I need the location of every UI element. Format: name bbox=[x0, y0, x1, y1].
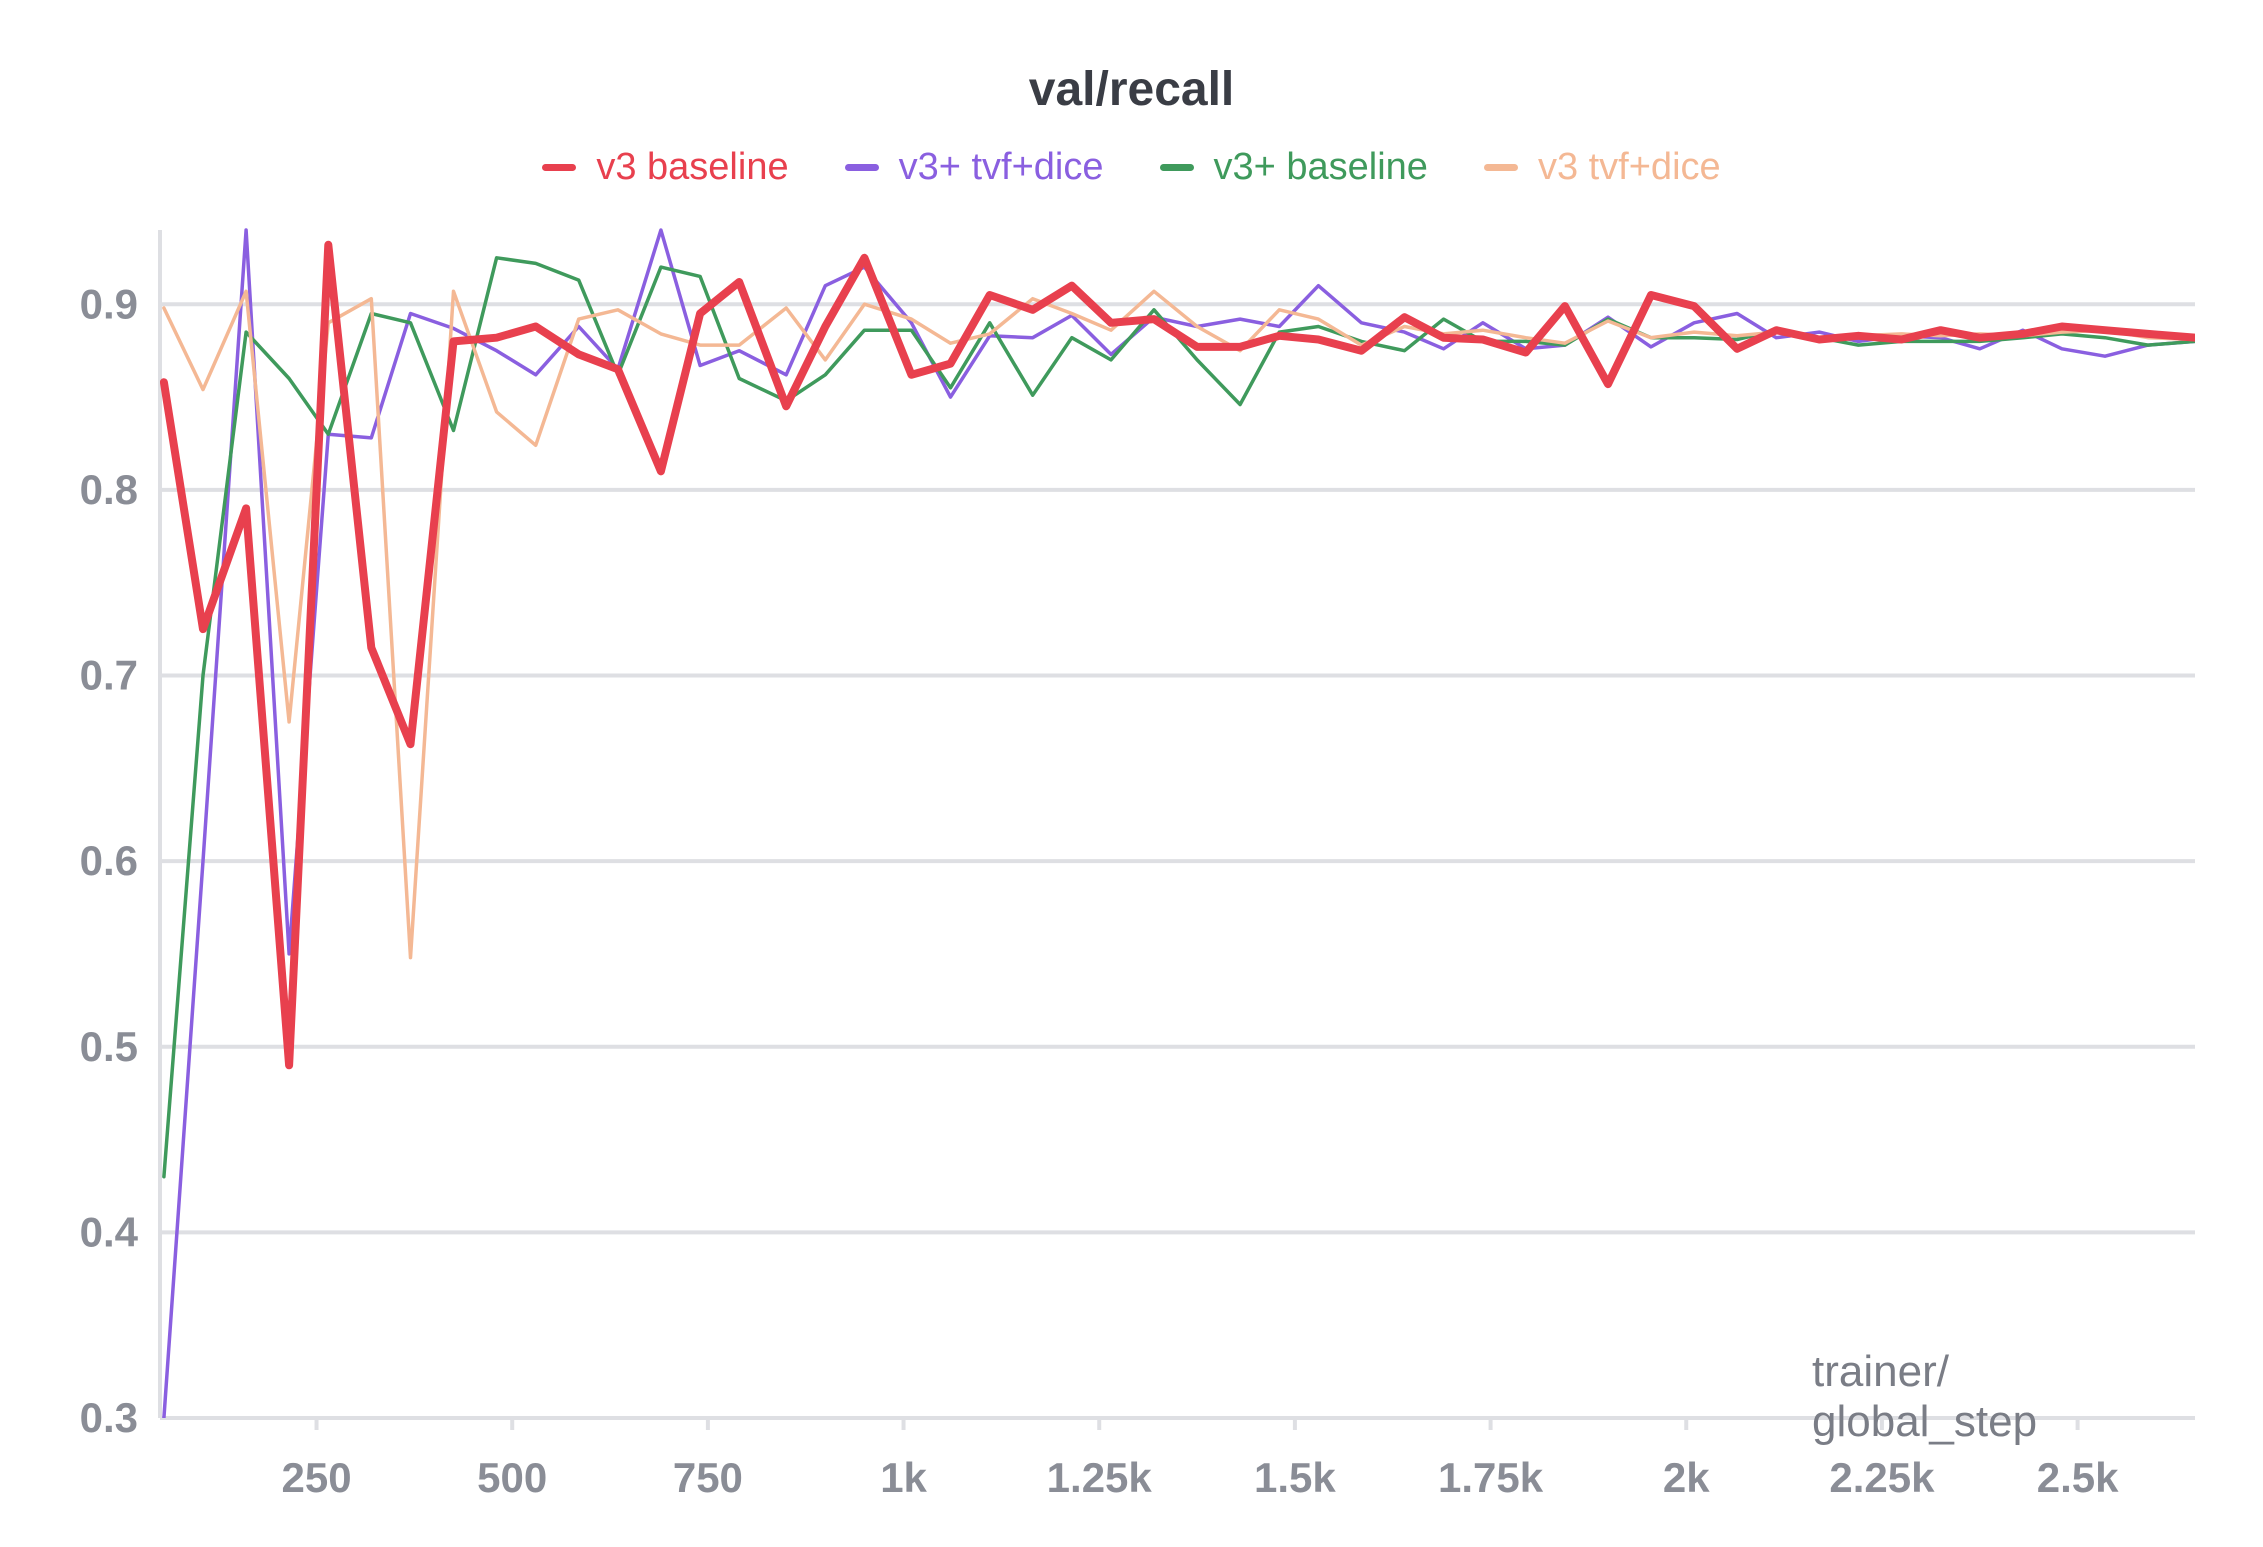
legend: v3 baseline v3+ tvf+dice v3+ baseline v3 tv… bbox=[0, 146, 2263, 189]
y-tick-label: 0.4 bbox=[80, 1208, 139, 1255]
x-tick-label: 1.25k bbox=[1047, 1454, 1153, 1501]
series-line-v3-baseline bbox=[162, 256, 2195, 1179]
series-line-v3-tvf-dice bbox=[162, 228, 2195, 1418]
x-tick-label: 750 bbox=[673, 1454, 743, 1501]
x-tick-label: 2.25k bbox=[1829, 1454, 1935, 1501]
legend-item-v3-tvf-dice[interactable]: v3 tvf+dice bbox=[1483, 146, 1721, 189]
y-tick-label: 0.6 bbox=[80, 837, 138, 884]
x-axis-title-line: global_step bbox=[1812, 1397, 2037, 1446]
legend-item-v3-baseline[interactable]: v3+ baseline bbox=[1159, 146, 1428, 189]
y-tick-label: 0.8 bbox=[80, 466, 138, 513]
legend-swatch bbox=[542, 164, 577, 171]
x-axis-title: trainer/global_step bbox=[1812, 1347, 2037, 1446]
x-tick-label: 500 bbox=[477, 1454, 547, 1501]
legend-label: v3+ baseline bbox=[1213, 146, 1428, 188]
y-tick-label: 0.3 bbox=[80, 1394, 138, 1441]
legend-label: v3 baseline bbox=[596, 146, 789, 188]
x-tick-label: 1.5k bbox=[1254, 1454, 1336, 1501]
chart-title: val/recall bbox=[1028, 63, 1235, 116]
y-tick-label: 0.5 bbox=[80, 1023, 138, 1070]
legend-label: v3+ tvf+dice bbox=[898, 146, 1104, 188]
legend-swatch bbox=[844, 164, 879, 171]
legend-swatch bbox=[1483, 164, 1518, 171]
x-tick-label: 250 bbox=[281, 1454, 351, 1501]
x-tick-label: 2k bbox=[1663, 1454, 1710, 1501]
legend-swatch bbox=[1159, 164, 1194, 171]
x-axis-title-line: trainer/ bbox=[1812, 1347, 1950, 1396]
legend-item-v3-baseline[interactable]: v3 baseline bbox=[542, 146, 789, 189]
series-line-v3-tvf-dice bbox=[162, 289, 2195, 960]
legend-label: v3 tvf+dice bbox=[1537, 146, 1721, 188]
x-tick-label: 1.75k bbox=[1438, 1454, 1544, 1501]
y-tick-label: 0.9 bbox=[80, 280, 138, 327]
series-line-v3-baseline bbox=[160, 240, 2195, 1070]
y-tick-label: 0.7 bbox=[80, 652, 138, 699]
x-tick-label: 2.5k bbox=[2037, 1454, 2119, 1501]
x-tick-label: 1k bbox=[880, 1454, 927, 1501]
legend-item-v3-tvf-dice[interactable]: v3+ tvf+dice bbox=[844, 146, 1104, 189]
